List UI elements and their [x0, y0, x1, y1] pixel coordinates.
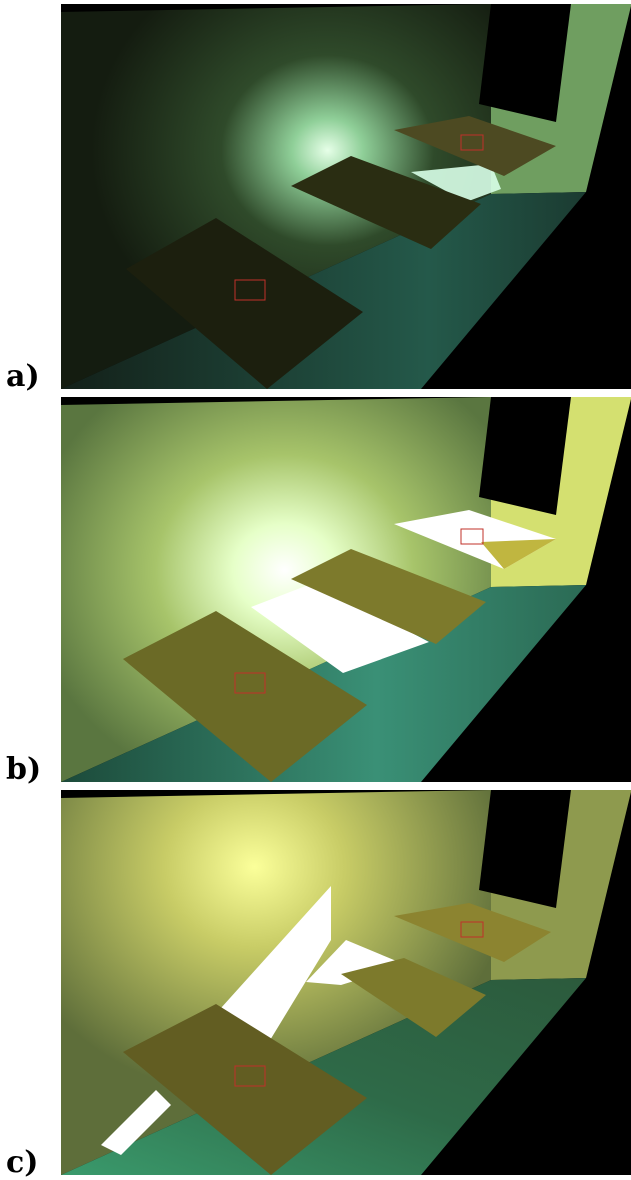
far-plate — [394, 903, 551, 962]
render-b — [61, 397, 631, 782]
scene-c — [61, 790, 631, 1175]
marker-far — [460, 528, 484, 545]
panel-label-c: c) — [6, 1145, 39, 1180]
window — [479, 790, 571, 908]
far-plate — [394, 116, 556, 176]
window — [479, 4, 571, 122]
marker-far — [460, 134, 484, 151]
panel-label-a: a) — [6, 359, 40, 394]
marker-near — [234, 1065, 266, 1087]
middle-plate — [291, 549, 486, 644]
middle-plate — [341, 958, 486, 1037]
marker-far — [460, 921, 484, 938]
render-a — [61, 4, 631, 389]
near-plate — [126, 218, 363, 389]
panel-c: c) — [0, 786, 631, 1179]
light-patch — [251, 582, 429, 673]
light-shadow-strip — [306, 940, 406, 985]
lower-light-strip — [101, 1090, 171, 1155]
near-plate — [123, 1004, 367, 1175]
panel-a: a) — [0, 0, 631, 393]
middle-plate — [291, 156, 481, 249]
window — [479, 397, 571, 515]
marker-near — [234, 279, 266, 301]
render-c — [61, 790, 631, 1175]
far-plate-shadow — [481, 539, 556, 569]
panel-b: b) — [0, 393, 631, 786]
panel-label-b: b) — [6, 752, 42, 787]
scene-a — [61, 4, 631, 389]
near-plate — [123, 611, 367, 782]
scene-b — [61, 397, 631, 782]
light-streak — [221, 886, 331, 1055]
marker-near — [234, 672, 266, 694]
light-patch — [411, 164, 501, 202]
